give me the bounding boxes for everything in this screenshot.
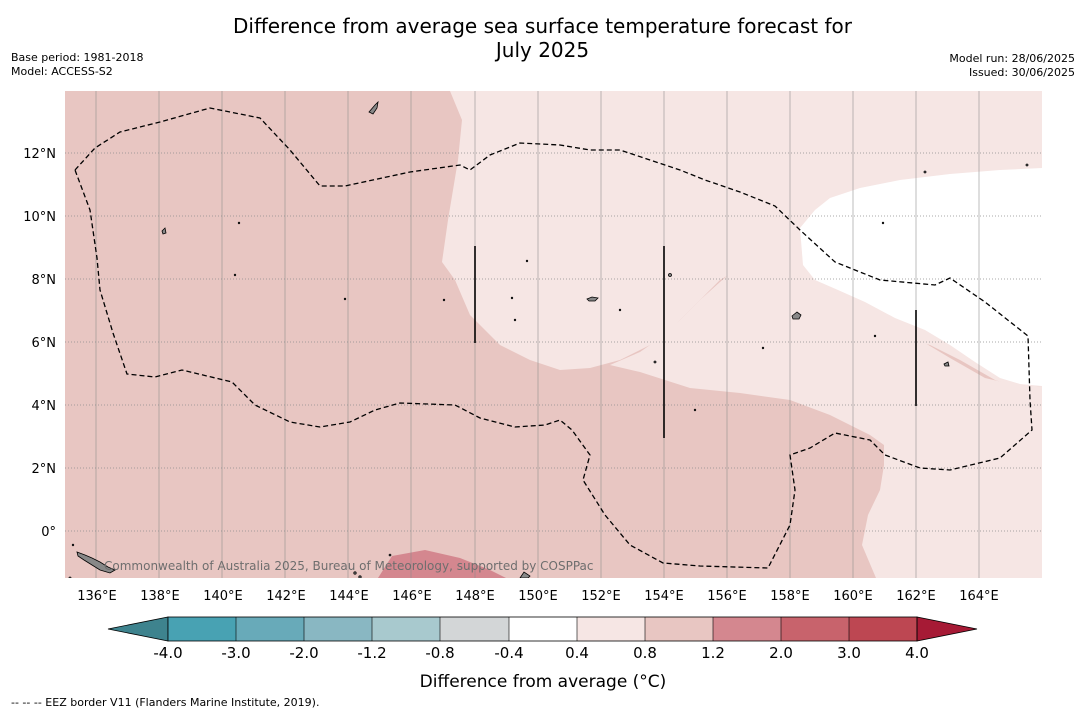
lat-tick-0: 0° [41,525,56,540]
colorbar-bin-2 [236,617,304,641]
model-text: Model: ACCESS-S2 [11,65,113,78]
lon-tick-140e: 140°E [203,589,243,604]
lon-tick-150e: 150°E [518,589,558,604]
colorbar-bin-11 [849,617,917,641]
island-png-west [76,551,116,574]
colorbar-label: -0.4 [494,644,523,662]
lat-tick-8n: 8°N [32,273,57,288]
lon-tick-152e: 152°E [581,589,621,604]
island-guam [368,100,379,115]
anomaly-region-0.4-0.8-east [610,230,1042,578]
map-title: Difference from average sea surface temp… [0,14,1085,62]
lon-tick-142e: 142°E [266,589,306,604]
colorbar-over-arrow [916,616,978,642]
model-run-text: Model run: 28/06/2025 [949,52,1075,65]
colorbar-bin-10 [781,617,849,641]
map-plot-area: Commonwealth of Australia 2025, Bureau o… [65,91,1042,578]
colorbar-label: -4.0 [153,644,182,662]
colorbar-title: Difference from average (°C) [420,672,667,692]
island-kosrae [943,361,950,367]
eez-vertical-segments [474,246,917,438]
eez-footnote: -- -- -- EEZ border V11 (Flanders Marine… [11,696,320,709]
colorbar-bin-8 [645,617,713,641]
lon-tick-labels: 136°E 138°E 140°E 142°E 144°E 146°E 148°… [77,589,999,604]
colorbar-label: -2.0 [289,644,318,662]
island-manus [519,571,531,578]
colorbar-label: -3.0 [221,644,250,662]
island-chuuk [586,296,599,302]
lon-tick-164e: 164°E [959,589,999,604]
lat-tick-4n: 4°N [32,399,57,414]
map-gridlines [65,152,1042,532]
lon-tick-148e: 148°E [455,589,495,604]
issued-text: Issued: 30/06/2025 [968,66,1075,79]
colorbar-bin-4 [372,617,440,641]
base-period-info: Base period: 1981-2018 Model: ACCESS-S2 [11,51,143,79]
island-pohnpei [791,311,802,320]
lon-tick-158e: 158°E [770,589,810,604]
lat-tick-10n: 10°N [23,210,56,225]
islands [68,100,1029,578]
lon-tick-162e: 162°E [896,589,936,604]
colorbar-bin-7 [577,617,645,641]
colorbar: -4.0 -3.0 -2.0 -1.2 -0.8 -0.4 0.4 0.8 1.… [107,616,978,692]
colorbar-label: -1.2 [357,644,386,662]
lon-tick-146e: 146°E [392,589,432,604]
lon-tick-138e: 138°E [140,589,180,604]
credit-text: Commonwealth of Australia 2025, Bureau o… [104,559,594,573]
colorbar-frame [167,616,918,642]
colorbar-under-arrow [107,616,169,642]
colorbar-label: 4.0 [905,644,929,662]
lat-tick-2n: 2°N [32,462,57,477]
colorbar-label: 0.8 [633,644,657,662]
lon-tick-156e: 156°E [707,589,747,604]
anomaly-region-1.2-2.0 [378,550,506,578]
lon-tick-160e: 160°E [833,589,873,604]
colorbar-label: 1.2 [701,644,725,662]
colorbar-label: 0.4 [565,644,589,662]
lon-tick-136e: 136°E [77,589,117,604]
colorbar-bin-5 [440,617,509,641]
colorbar-label: 3.0 [837,644,861,662]
anomaly-region-neutral [800,168,1042,386]
colorbar-bin-9 [713,617,781,641]
colorbar-label: 2.0 [769,644,793,662]
island-palau-yap [161,227,167,235]
colorbar-label: -0.8 [425,644,454,662]
lat-tick-6n: 6°N [32,336,57,351]
title-line-1: Difference from average sea surface temp… [232,14,852,38]
lat-tick-12n: 12°N [23,147,56,162]
base-period-text: Base period: 1981-2018 [11,51,144,64]
colorbar-bin-3 [304,617,372,641]
model-run-info: Model run: 28/06/2025 Issued: 30/06/2025 [949,52,1075,80]
title-line-2: July 2025 [495,38,590,62]
map-meridians [95,91,980,578]
colorbar-labels: -4.0 -3.0 -2.0 -1.2 -0.8 -0.4 0.4 0.8 1.… [153,644,929,662]
lon-tick-144e: 144°E [329,589,369,604]
colorbar-bin-1 [168,617,236,641]
lat-tick-labels: 12°N 10°N 8°N 6°N 4°N 2°N 0° [23,147,56,540]
lon-tick-154e: 154°E [644,589,684,604]
colorbar-bin-6 [509,617,577,641]
